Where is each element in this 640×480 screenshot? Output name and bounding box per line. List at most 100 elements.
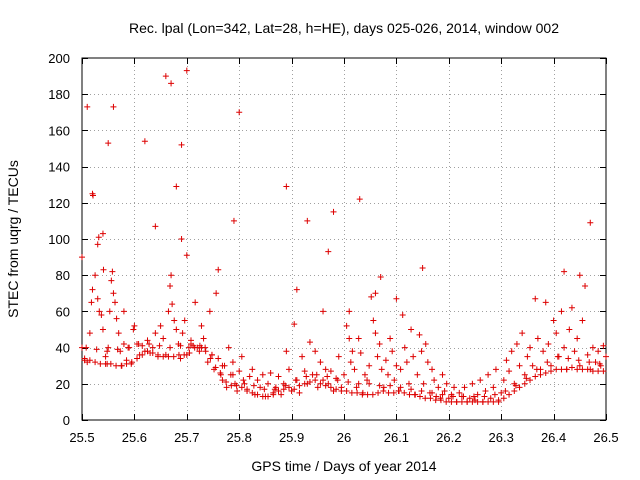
data-point (265, 393, 272, 400)
data-point (317, 359, 324, 366)
data-point (366, 380, 373, 387)
data-point (357, 350, 364, 357)
data-point (355, 380, 362, 387)
y-axis-label: STEC from uqrg / TECUs (5, 160, 21, 318)
data-point (99, 326, 106, 333)
data-point (369, 391, 376, 398)
data-point (502, 388, 509, 395)
data-point (167, 344, 174, 351)
data-point (441, 388, 448, 395)
data-point (490, 384, 497, 391)
data-point (128, 359, 135, 366)
data-point (391, 377, 398, 384)
data-point (200, 335, 207, 342)
data-point (322, 382, 329, 389)
data-point (485, 398, 492, 405)
data-point (460, 393, 467, 400)
data-point (181, 351, 188, 358)
data-point (414, 371, 421, 378)
y-tick-label: 200 (48, 51, 70, 66)
data-point (149, 350, 156, 357)
data-point (474, 398, 481, 405)
data-point (558, 308, 565, 315)
data-point (456, 389, 463, 396)
data-point (254, 391, 261, 398)
data-point (215, 266, 222, 273)
data-point (351, 366, 358, 373)
data-point (574, 366, 581, 373)
data-point (582, 283, 589, 290)
data-point (491, 391, 498, 398)
data-point (500, 395, 507, 402)
data-point (234, 388, 241, 395)
data-point (545, 340, 552, 347)
data-point (327, 368, 334, 375)
data-point (160, 353, 167, 360)
data-point (92, 272, 99, 279)
data-point (429, 366, 436, 373)
data-point (433, 393, 440, 400)
data-point (215, 355, 222, 362)
data-point (355, 335, 362, 342)
data-point (83, 344, 90, 351)
data-point (600, 368, 607, 375)
data-point (225, 344, 232, 351)
data-point (191, 344, 198, 351)
data-point (512, 382, 519, 389)
data-point (79, 254, 85, 261)
data-point (341, 371, 347, 378)
data-point (144, 348, 151, 355)
data-point (229, 359, 236, 366)
data-point (470, 393, 477, 400)
x-tick-label: 26.5 (593, 430, 618, 445)
data-point (229, 371, 236, 378)
data-point (219, 362, 226, 369)
data-point (482, 388, 489, 395)
y-tick-label: 180 (48, 87, 70, 102)
data-point (532, 373, 539, 380)
data-point (301, 368, 308, 375)
data-point (516, 362, 523, 369)
data-point (192, 299, 199, 306)
data-point (554, 353, 561, 360)
data-point (419, 264, 426, 271)
y-tick-label: 120 (48, 196, 70, 211)
data-point (149, 344, 156, 351)
data-point (168, 80, 175, 87)
data-point (568, 364, 575, 371)
data-point (408, 326, 415, 333)
data-point (114, 346, 121, 353)
data-point (152, 330, 159, 337)
x-tick-label: 25.9 (279, 430, 304, 445)
data-point (135, 340, 142, 347)
data-point (106, 308, 113, 315)
data-point (397, 366, 404, 373)
data-point (451, 384, 458, 391)
data-point (120, 308, 127, 315)
data-point (372, 330, 379, 337)
data-point (513, 340, 520, 347)
data-point (306, 378, 313, 385)
data-point (586, 359, 593, 366)
data-point (213, 290, 220, 297)
data-point (249, 366, 256, 373)
data-point (169, 301, 176, 308)
data-point (139, 342, 146, 349)
data-point (603, 353, 609, 360)
data-point (333, 386, 340, 393)
data-point (240, 377, 247, 384)
data-point (93, 346, 100, 353)
data-point (396, 388, 403, 395)
data-point (498, 389, 505, 396)
data-point (366, 362, 373, 369)
data-point (90, 192, 97, 199)
data-point (506, 368, 513, 375)
data-point (278, 391, 285, 398)
data-point (354, 389, 361, 396)
data-point (466, 395, 473, 402)
data-point (233, 382, 240, 389)
data-point (595, 348, 602, 355)
data-point (168, 272, 175, 279)
data-point (139, 351, 146, 358)
